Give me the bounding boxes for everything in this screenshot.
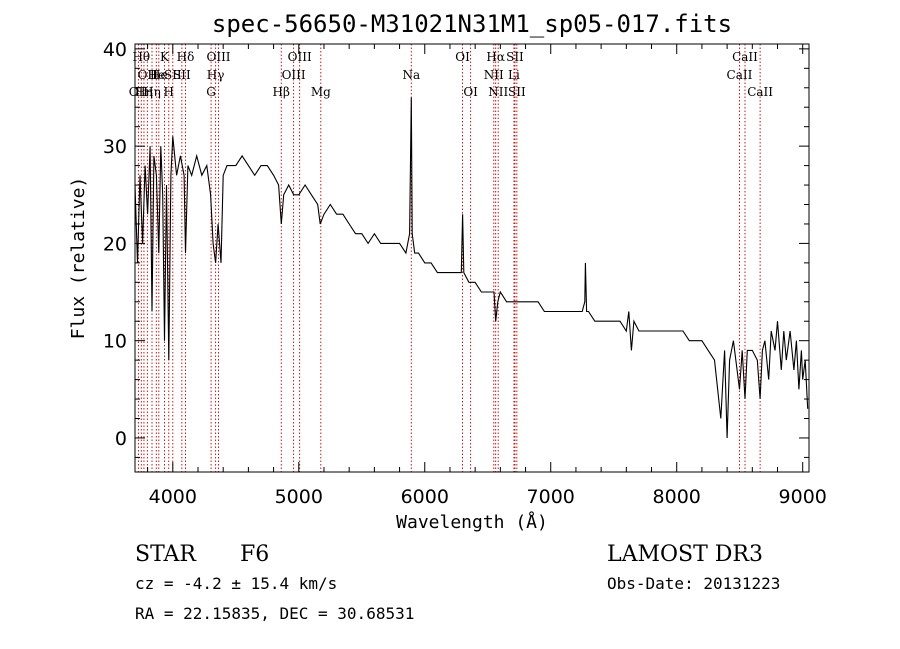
x-tick-label: 9000 <box>779 486 827 508</box>
spectral-line-label: Hη <box>135 85 153 99</box>
spectral-line-label: Li <box>508 68 520 82</box>
spectral-line-label: CaII <box>747 85 773 99</box>
y-tick-label: 30 <box>103 136 127 158</box>
axis-ticks <box>135 44 809 472</box>
spectral-line-labels: OIIHθHηOIIHηHeHeKHSIISIIHδGHγOIIIHβOIIIO… <box>129 50 774 99</box>
redshift-cz: cz = -4.2 ± 15.4 km/s <box>135 574 337 593</box>
spectral-line-markers <box>137 44 761 472</box>
object-subclass: F6 <box>240 542 269 567</box>
y-axis-label: Flux (relative) <box>68 177 89 340</box>
x-tick-label: 5000 <box>275 486 323 508</box>
y-tick-label: 40 <box>103 39 127 61</box>
spectral-line-label: K <box>160 50 170 64</box>
spectral-line-label: Hβ <box>273 85 290 99</box>
spectral-line-label: SII <box>164 68 182 82</box>
spectral-line-label: SII <box>173 68 191 82</box>
spectral-line-label: NII <box>484 68 504 82</box>
spectral-line-label: OI <box>455 50 470 64</box>
spectral-line-label: OIII <box>206 50 230 64</box>
y-tick-label: 0 <box>115 428 127 450</box>
observation-date: Obs-Date: 20131223 <box>607 574 780 593</box>
spectral-line-label: Hθ <box>132 50 150 64</box>
spectral-line-label: OIII <box>282 68 306 82</box>
x-tick-label: 6000 <box>401 486 449 508</box>
spectral-line-label: SII <box>508 85 526 99</box>
x-tick-label: 8000 <box>653 486 701 508</box>
object-class: STAR <box>135 542 197 567</box>
y-tick-label: 20 <box>103 233 127 255</box>
spectral-line-label: He <box>148 68 166 82</box>
spectral-line-label: Mg <box>311 85 331 99</box>
spectral-line-label: Na <box>402 68 420 82</box>
spectral-line-label: CaII <box>732 50 758 64</box>
chart-title: spec-56650-M31021N31M1_sp05-017.fits <box>212 10 732 38</box>
spectral-line-label: OI <box>463 85 478 99</box>
spectral-line-label: H <box>164 85 174 99</box>
spectrum-line <box>134 97 809 439</box>
spectral-line-label: Hδ <box>177 50 195 64</box>
x-tick-label: 7000 <box>527 486 575 508</box>
survey-name: LAMOST DR3 <box>607 542 763 567</box>
spectral-line-label: Hα <box>486 50 505 64</box>
axis-tick-labels: 4000 5000 6000 7000 8000 9000 0 10 20 30 40 <box>103 39 827 508</box>
spectral-line-label: Hη <box>143 85 161 99</box>
x-axis-label: Wavelength (Å) <box>396 511 548 533</box>
spectral-line-label: He <box>150 68 168 82</box>
spectral-line-label: G <box>206 85 216 99</box>
spectral-line-label: OII <box>129 85 149 99</box>
y-tick-label: 10 <box>103 331 127 353</box>
spectral-line-label: OII <box>138 68 158 82</box>
coordinates: RA = 22.15835, DEC = 30.68531 <box>135 604 414 623</box>
plot-frame <box>134 43 810 473</box>
spectral-line-label: NII <box>488 85 508 99</box>
spectral-line-label: SII <box>506 50 524 64</box>
spectral-line-label: OIII <box>288 50 312 64</box>
spectral-line-label: Hγ <box>207 68 225 82</box>
spectral-line-label: CaII <box>727 68 753 82</box>
x-tick-label: 4000 <box>149 486 197 508</box>
